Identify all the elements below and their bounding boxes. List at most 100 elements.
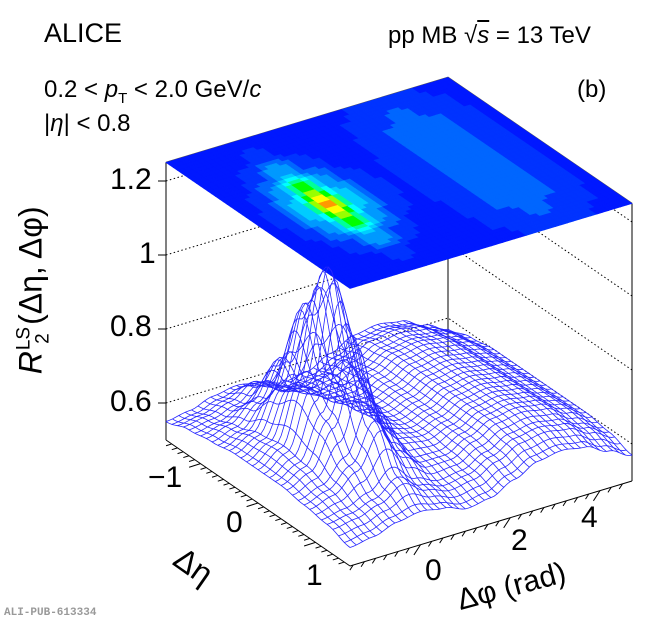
x-tick-label: 1: [306, 559, 323, 592]
eta-tick-mark: [275, 518, 282, 522]
eta-tick-mark: [234, 490, 241, 494]
phi-tick-mark: [413, 544, 421, 556]
phi-tick-mark: [439, 537, 444, 544]
surface-mesh-line: [178, 415, 364, 542]
surface-mesh-line: [447, 328, 633, 456]
eta-tick-mark: [315, 545, 322, 549]
pt-suffix: < 2.0 GeV/: [127, 76, 250, 103]
pt-symbol: p: [104, 76, 119, 103]
phi-tick-mark: [461, 530, 466, 537]
surface-mesh-line: [185, 411, 370, 539]
surface-mesh-line: [326, 355, 511, 482]
phi-tick-mark: [349, 564, 354, 571]
z-title-indices: LS 2: [13, 327, 54, 350]
eta-tick-mark: [165, 443, 172, 447]
pt-prefix: 0.2 <: [44, 76, 105, 103]
energy-value: = 13 TeV: [495, 22, 591, 49]
eta-tick-mark: [269, 514, 276, 518]
surface-mesh-line: [165, 421, 351, 548]
surface-mesh-line: [309, 408, 592, 510]
surface-mesh-line: [345, 340, 530, 468]
eta-tick-mark: [217, 478, 224, 482]
surface-mesh-line: [293, 377, 479, 504]
eta-tick-mark: [286, 526, 293, 529]
surface-mesh-line: [402, 320, 588, 447]
surface-mesh-line: [204, 399, 389, 528]
z-tick-label: 1: [139, 237, 156, 270]
eta-tick-mark: [303, 541, 316, 547]
phi-tick-mark: [472, 527, 478, 534]
surface-mesh-line: [415, 323, 601, 451]
eta-tick-mark: [188, 459, 195, 462]
eta-tick-mark: [292, 530, 299, 533]
phi-axis-line: [349, 480, 633, 567]
eta-tick-mark: [211, 474, 218, 478]
surface-mesh-line: [313, 367, 498, 495]
eta-tick-mark: [240, 494, 247, 498]
surface-mesh-line: [217, 370, 402, 521]
z-title-args: (Δη, Δφ): [12, 206, 49, 325]
surface-mesh-line: [287, 380, 473, 508]
surface-mesh-line: [172, 418, 357, 546]
surface-mesh-line: [332, 352, 517, 479]
contour-cell: [621, 200, 633, 206]
eta-tick-mark: [229, 486, 236, 490]
x-tick-label: −1: [148, 461, 183, 494]
pt-cut-label: 0.2 < pT < 2.0 GeV/c: [44, 76, 261, 107]
y-tick-label: 4: [581, 501, 598, 534]
surface-mesh-line: [306, 371, 492, 498]
eta-tick-mark: [280, 522, 287, 525]
surface-mesh-line: [396, 321, 581, 449]
eta-tick-mark: [188, 463, 201, 468]
eta-tick-mark: [177, 451, 184, 455]
surface-mesh-line: [223, 329, 506, 449]
surface-mesh-line: [422, 325, 607, 452]
surface-mesh-line: [383, 322, 569, 450]
eta-cut-label: |η| < 0.8: [44, 110, 131, 138]
surface-mesh-line: [390, 322, 575, 449]
eta-tick-mark: [206, 471, 213, 474]
surface-mesh-line: [210, 381, 396, 524]
surface-mesh-line: [441, 328, 626, 456]
eta-tick-mark: [257, 506, 264, 510]
z-title-sub: 2: [32, 333, 54, 344]
y-tick-label: 2: [511, 524, 528, 557]
phi-tick-mark: [573, 497, 579, 503]
sqrt-symbol: √: [464, 22, 478, 49]
eta-pre: |: [44, 110, 51, 137]
eta-post: | < 0.8: [63, 110, 131, 137]
eta-tick-mark: [200, 467, 207, 470]
system-text: pp MB: [388, 22, 458, 49]
surface-mesh-line: [242, 283, 428, 511]
eta-symbol: η: [50, 110, 64, 137]
phi-tick-mark: [528, 510, 534, 517]
phi-tick-mark: [503, 517, 511, 529]
z-tick-label: 1.2: [110, 163, 152, 196]
surface-mesh-line: [321, 418, 604, 521]
publication-id: ALI-PUB-613334: [4, 607, 97, 619]
y-tick-label: 0: [425, 554, 442, 587]
phi-tick-mark: [517, 514, 522, 520]
z-tick-label: 0.6: [110, 385, 152, 418]
z-title-main: R: [12, 351, 49, 375]
phi-tick-mark: [607, 486, 612, 493]
eta-tick-mark: [303, 537, 310, 541]
eta-tick-mark: [326, 553, 333, 557]
phi-tick-mark: [450, 534, 455, 540]
phi-tick-mark: [618, 483, 623, 490]
eta-tick-mark: [246, 502, 259, 508]
eta-tick-mark: [321, 549, 328, 553]
surface-mesh-line: [274, 382, 460, 510]
phi-tick-mark: [428, 541, 433, 547]
z-tick-label: 0.8: [110, 310, 152, 343]
eta-tick-mark: [183, 455, 190, 459]
surface-mesh-line: [428, 324, 614, 451]
pt-sub: T: [118, 89, 128, 107]
phi-tick-mark: [585, 493, 590, 500]
z-axis-title: R LS 2 (Δη, Δφ): [12, 170, 54, 410]
surface-mesh-line: [377, 324, 562, 451]
eta-tick-mark: [246, 498, 253, 502]
surface-mesh-line: [358, 333, 543, 460]
